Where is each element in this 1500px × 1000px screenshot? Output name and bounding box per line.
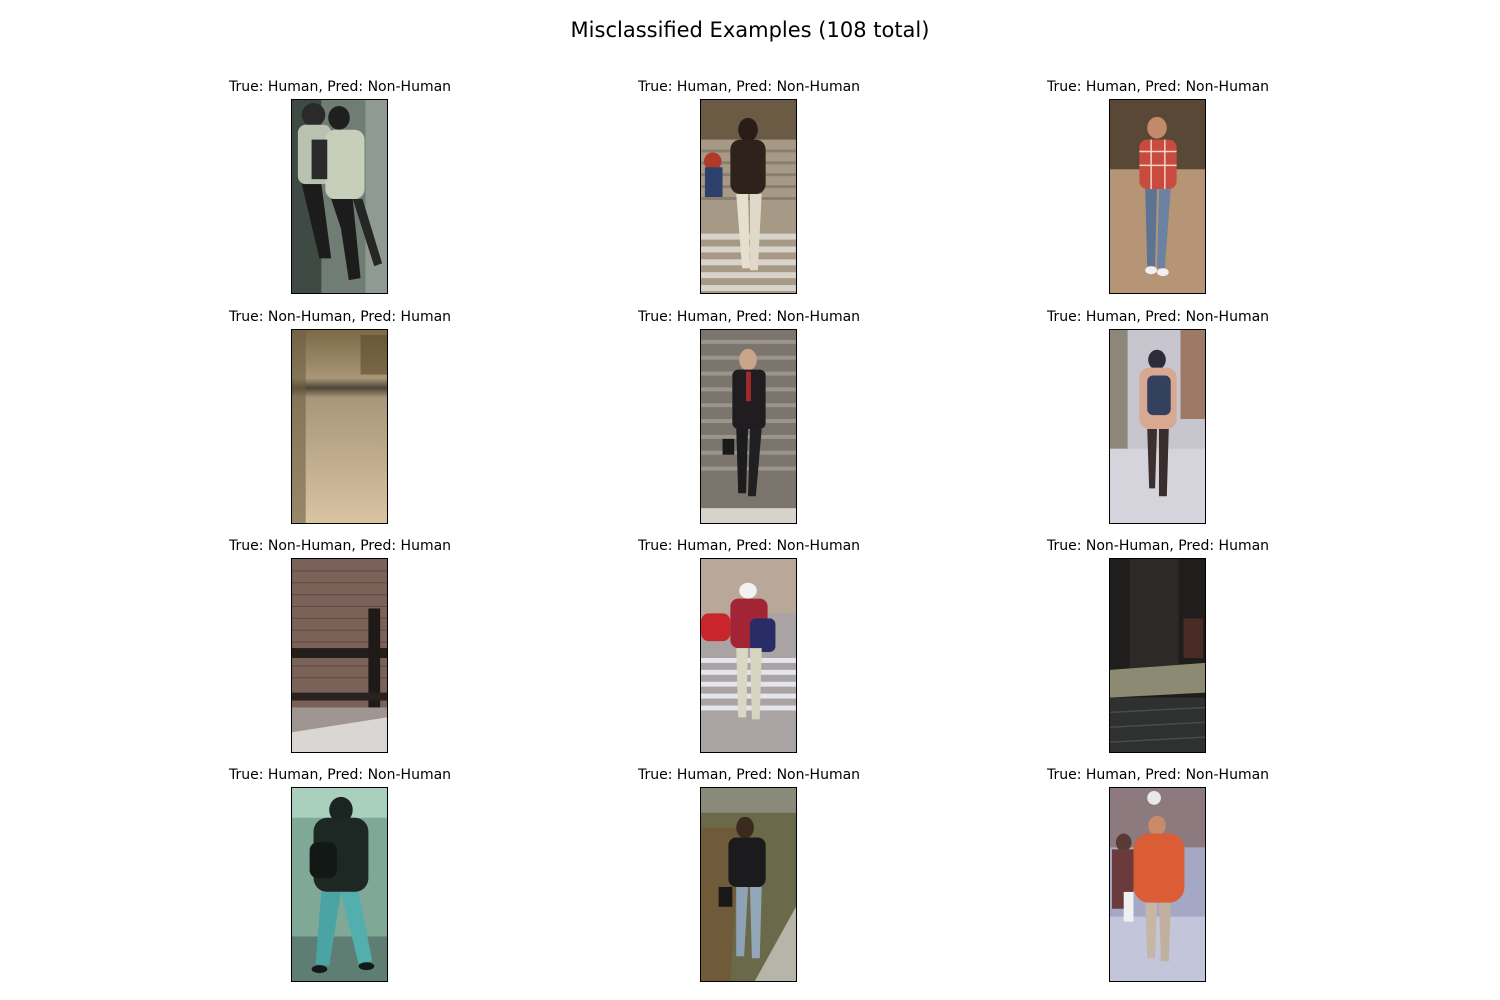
background-thumbnail xyxy=(1109,558,1206,753)
panel-caption: True: Non-Human, Pred: Human xyxy=(228,309,452,325)
pedestrian-thumbnail xyxy=(700,787,797,982)
panel-caption: True: Human, Pred: Non-Human xyxy=(1046,309,1270,325)
example-panel-10: True: Human, Pred: Non-Human xyxy=(210,767,470,987)
example-panel-4: True: Non-Human, Pred: Human xyxy=(210,309,470,529)
panel-caption: True: Human, Pred: Non-Human xyxy=(1046,767,1270,783)
pedestrian-thumbnail xyxy=(291,99,388,294)
panel-caption: True: Human, Pred: Non-Human xyxy=(228,767,452,783)
background-thumbnail xyxy=(291,329,388,524)
panel-caption: True: Human, Pred: Non-Human xyxy=(637,767,861,783)
panel-caption: True: Human, Pred: Non-Human xyxy=(637,79,861,95)
panel-caption: True: Human, Pred: Non-Human xyxy=(1046,79,1270,95)
pedestrian-thumbnail xyxy=(1109,99,1206,294)
example-panel-8: True: Human, Pred: Non-Human xyxy=(619,538,879,758)
figure-title: Misclassified Examples (108 total) xyxy=(570,18,930,42)
panel-caption: True: Human, Pred: Non-Human xyxy=(637,538,861,554)
example-panel-6: True: Human, Pred: Non-Human xyxy=(1028,309,1288,529)
pedestrian-thumbnail xyxy=(700,558,797,753)
panel-caption: True: Non-Human, Pred: Human xyxy=(1046,538,1270,554)
example-panel-9: True: Non-Human, Pred: Human xyxy=(1028,538,1288,758)
pedestrian-thumbnail xyxy=(1109,787,1206,982)
example-panel-2: True: Human, Pred: Non-Human xyxy=(619,79,879,299)
background-thumbnail xyxy=(291,558,388,753)
pedestrian-thumbnail xyxy=(700,329,797,524)
example-panel-5: True: Human, Pred: Non-Human xyxy=(619,309,879,529)
pedestrian-thumbnail xyxy=(700,99,797,294)
pedestrian-thumbnail xyxy=(291,787,388,982)
panel-caption: True: Non-Human, Pred: Human xyxy=(228,538,452,554)
panel-caption: True: Human, Pred: Non-Human xyxy=(637,309,861,325)
example-panel-12: True: Human, Pred: Non-Human xyxy=(1028,767,1288,987)
example-panel-11: True: Human, Pred: Non-Human xyxy=(619,767,879,987)
example-panel-7: True: Non-Human, Pred: Human xyxy=(210,538,470,758)
pedestrian-thumbnail xyxy=(1109,329,1206,524)
example-panel-1: True: Human, Pred: Non-Human xyxy=(210,79,470,299)
example-panel-3: True: Human, Pred: Non-Human xyxy=(1028,79,1288,299)
panel-caption: True: Human, Pred: Non-Human xyxy=(228,79,452,95)
